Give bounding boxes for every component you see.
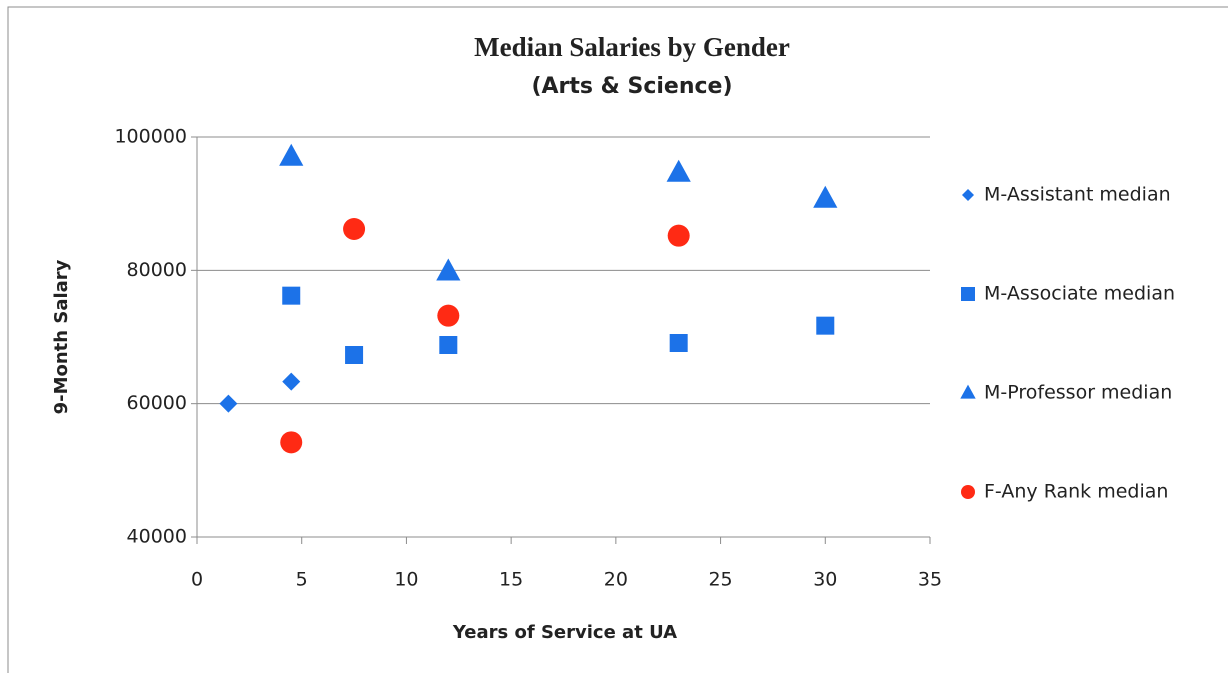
y-axis-label: 9-Month Salary [51, 259, 72, 414]
legend-marker [960, 384, 976, 399]
legend-label: M-Associate median [984, 283, 1175, 305]
legend-marker [961, 485, 975, 499]
chart-subtitle: (Arts & Science) [531, 74, 732, 99]
point [219, 394, 238, 413]
legend-label: M-Assistant median [984, 184, 1171, 206]
legend-label: F-Any Rank median [984, 481, 1168, 503]
point [345, 346, 364, 364]
point [282, 372, 301, 391]
point [669, 334, 688, 352]
legend-marker [961, 287, 975, 301]
y-tick-label: 100000 [114, 126, 187, 148]
point [437, 304, 460, 327]
chart-title: Median Salaries by Gender [474, 32, 790, 62]
x-tick-label: 30 [813, 569, 837, 591]
point [816, 316, 835, 335]
point [279, 143, 304, 166]
x-tick-label: 15 [499, 569, 523, 591]
point [813, 185, 838, 208]
chart-frame [7, 6, 1228, 673]
x-tick-label: 35 [918, 569, 942, 591]
point [667, 224, 690, 247]
point [282, 286, 301, 305]
x-tick-label: 0 [191, 569, 203, 591]
x-tick-label: 25 [708, 569, 732, 591]
x-tick-label: 20 [604, 569, 628, 591]
y-tick-label: 80000 [127, 259, 187, 281]
point [436, 258, 461, 281]
y-tick-label: 60000 [127, 392, 187, 414]
x-axis-label: Years of Service at UA [452, 622, 677, 643]
legend-label: M-Professor median [984, 382, 1172, 404]
x-tick-label: 5 [296, 569, 308, 591]
point [343, 218, 366, 240]
point [666, 159, 691, 182]
legend-marker [962, 189, 974, 201]
point [439, 336, 458, 354]
y-tick-label: 40000 [127, 526, 187, 548]
point [280, 431, 303, 454]
x-tick-label: 10 [394, 569, 418, 591]
